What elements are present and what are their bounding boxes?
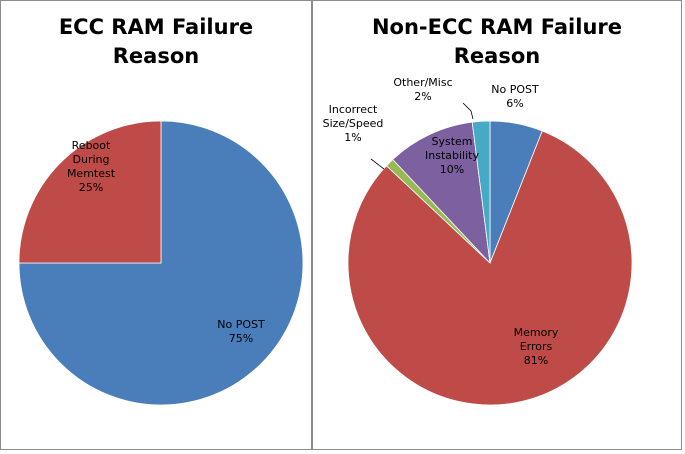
pie-slice: [471, 120, 491, 264]
chart-title: Non-ECC RAM Failure Reason: [371, 15, 622, 68]
ecc-pie-chart: No POST 75% Reboot During Memtest 25%: [18, 120, 304, 406]
label-leader-line: [370, 158, 385, 170]
label-leader-line: [462, 102, 474, 120]
slice-label: Reboot During Memtest 25%: [67, 139, 116, 194]
slice-label: No POST 6%: [491, 83, 539, 110]
slice-label: Other/Misc 2%: [393, 76, 452, 103]
slice-label: Incorrect Size/Speed 1%: [323, 103, 384, 144]
ecc-chart-panel: ECC RAM Failure Reason No POST 75% Reboot D…: [0, 0, 312, 450]
non-ecc-pie-chart: No POST 6% Memory Errors 81% Incorrect Size/Sp…: [323, 76, 633, 406]
pie-slice: [347, 130, 633, 406]
slice-label: No POST 75%: [217, 318, 265, 345]
pie-slice: [18, 120, 304, 406]
slice-label: System Instability 10%: [425, 135, 479, 176]
pie-slice: [392, 121, 491, 265]
slice-label: Memory Errors 81%: [514, 326, 559, 367]
non-ecc-chart-panel: Non-ECC RAM Failure Reason No POST 6% Memo…: [312, 0, 682, 450]
pie-slice: [18, 120, 162, 264]
chart-title: ECC RAM Failure Reason: [58, 15, 254, 68]
